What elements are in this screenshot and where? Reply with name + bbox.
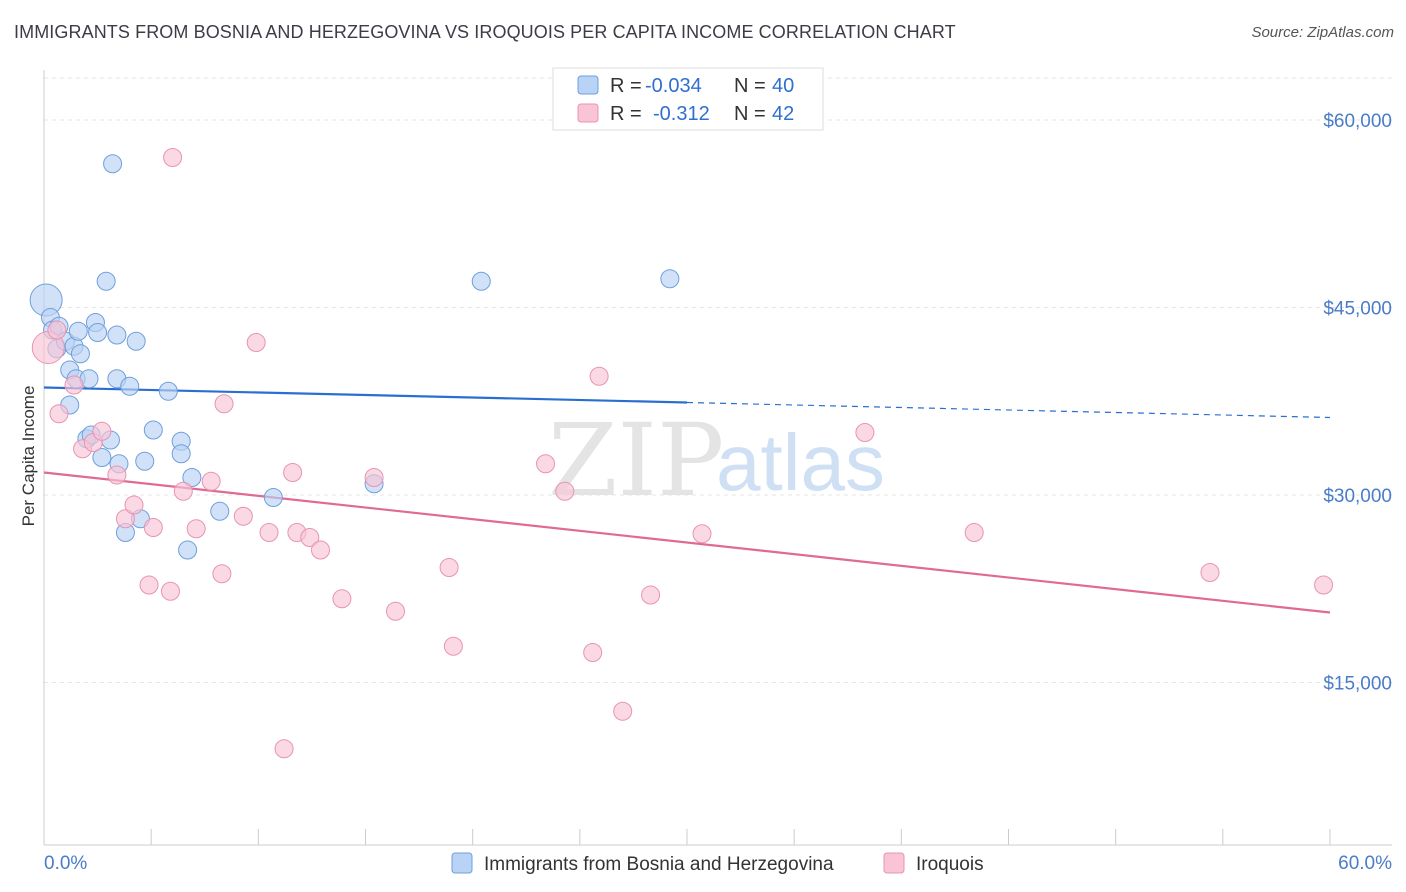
point-bosnia xyxy=(126,331,146,351)
y-tick-labels: $15,000 $30,000 $45,000 $60,000 xyxy=(1323,111,1392,695)
legend-r-label-pink: R = xyxy=(610,103,642,125)
point-bosnia xyxy=(103,154,123,174)
series-legend-label-pink: Iroquois xyxy=(916,854,984,875)
point-iroquois xyxy=(443,636,463,656)
series-legend-swatch-blue xyxy=(451,852,473,874)
point-iroquois xyxy=(173,481,193,501)
point-iroquois xyxy=(49,404,69,424)
point-bosnia xyxy=(660,269,680,289)
gridlines xyxy=(44,77,1392,683)
point-iroquois xyxy=(214,394,234,414)
point-iroquois xyxy=(92,421,112,441)
point-bosnia xyxy=(70,344,90,364)
point-bosnia xyxy=(158,381,178,401)
point-iroquois xyxy=(274,739,294,759)
point-iroquois xyxy=(332,589,352,609)
point-iroquois xyxy=(1200,563,1220,582)
legend-n-label-pink: N = xyxy=(734,103,766,125)
point-iroquois xyxy=(641,585,661,605)
point-iroquois xyxy=(201,471,221,491)
point-iroquois xyxy=(259,523,279,542)
y-tick-label: $45,000 xyxy=(1323,299,1392,320)
point-bosnia xyxy=(182,468,202,487)
point-bosnia xyxy=(68,321,88,341)
point-bosnia xyxy=(143,420,163,440)
y-tick-label: $30,000 xyxy=(1323,486,1392,507)
point-bosnia xyxy=(107,325,127,345)
y-axis-label: Per Capita Income xyxy=(19,386,38,527)
watermark: ZIP atlas xyxy=(548,402,885,519)
point-iroquois xyxy=(364,468,384,487)
point-bosnia xyxy=(471,271,491,291)
point-bosnia xyxy=(171,444,191,464)
point-iroquois xyxy=(186,519,206,539)
legend-swatch-pink xyxy=(577,103,599,123)
trend-line-blue xyxy=(43,386,688,404)
point-iroquois xyxy=(160,581,180,601)
point-iroquois xyxy=(233,506,253,526)
legend-n-value-blue: 40 xyxy=(772,75,794,97)
point-iroquois xyxy=(246,333,266,352)
point-iroquois xyxy=(212,564,232,584)
point-bosnia xyxy=(178,540,198,560)
x-tick-marks xyxy=(43,829,1331,845)
point-bosnia xyxy=(96,271,116,291)
point-iroquois xyxy=(386,601,406,621)
point-iroquois xyxy=(583,643,603,662)
y-tick-label: $15,000 xyxy=(1323,674,1392,695)
point-iroquois xyxy=(964,523,984,542)
point-bosnia xyxy=(263,488,283,507)
point-bosnia xyxy=(120,376,140,396)
series-legend-label-blue: Immigrants from Bosnia and Herzegovina xyxy=(484,854,834,875)
chart-title: IMMIGRANTS FROM BOSNIA AND HERZEGOVINA V… xyxy=(14,22,956,42)
point-iroquois xyxy=(139,575,159,595)
point-bosnia xyxy=(135,451,155,471)
point-iroquois xyxy=(855,423,875,442)
trend-lines xyxy=(43,386,1331,614)
point-iroquois xyxy=(163,148,183,167)
axes xyxy=(43,70,1392,846)
series-legend-swatch-pink xyxy=(883,852,905,874)
legend-r-value-blue: -0.034 xyxy=(645,75,702,97)
legend-n-value-pink: 42 xyxy=(772,103,794,125)
legend-swatch-blue xyxy=(577,75,599,95)
legend-n-label-blue: N = xyxy=(734,75,766,97)
y-tick-label: $60,000 xyxy=(1323,111,1392,132)
point-iroquois xyxy=(115,509,135,529)
point-iroquois xyxy=(555,481,575,501)
point-iroquois xyxy=(310,540,330,560)
point-iroquois xyxy=(64,375,84,395)
legend-r-label-blue: R = xyxy=(610,75,642,97)
point-iroquois xyxy=(589,366,609,386)
point-iroquois xyxy=(439,558,459,577)
point-bosnia xyxy=(92,448,112,467)
point-bosnia xyxy=(210,501,230,521)
trend-line-blue-extension xyxy=(686,401,1331,419)
point-iroquois xyxy=(124,495,144,515)
series-legend: Immigrants from Bosnia and Herzegovina I… xyxy=(451,852,984,875)
x-tick-label-min: 0.0% xyxy=(44,853,87,874)
point-iroquois xyxy=(107,465,127,485)
legend-r-value-pink: -0.312 xyxy=(653,103,710,125)
x-tick-label-max: 60.0% xyxy=(1338,853,1392,874)
data-points xyxy=(29,148,1334,759)
trend-line-pink xyxy=(43,471,1331,614)
point-bosnia xyxy=(88,323,108,342)
point-iroquois xyxy=(283,463,303,482)
point-iroquois xyxy=(536,454,556,474)
point-iroquois xyxy=(692,524,712,544)
point-iroquois xyxy=(300,528,320,547)
correlation-legend: R = -0.034 N = 40 R = -0.312 N = 42 xyxy=(552,67,824,131)
source-label: Source: ZipAtlas.com xyxy=(1251,24,1394,41)
point-iroquois xyxy=(47,320,67,340)
point-iroquois xyxy=(613,701,633,721)
watermark-zip: ZIP xyxy=(548,402,724,519)
point-iroquois xyxy=(1314,575,1334,595)
point-iroquois xyxy=(143,518,163,537)
